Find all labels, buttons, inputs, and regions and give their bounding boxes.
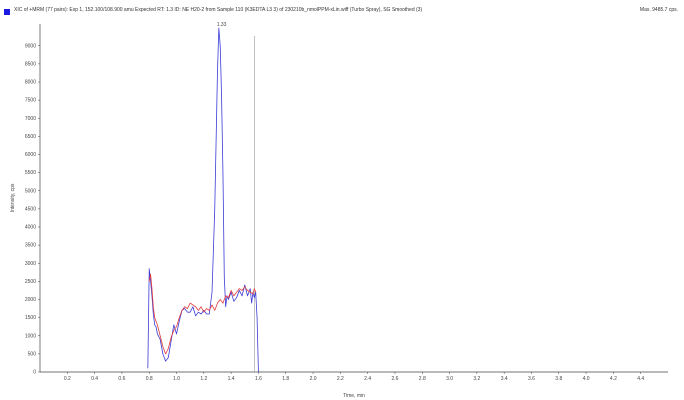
x-tick-label: 3.0 [446,376,453,382]
legend-swatch [4,9,10,15]
y-tick-label: 4500 [25,206,36,212]
series-blue-line [147,27,259,373]
series-red-line [148,273,257,355]
chart-header: XIC of +MRM (77 pairs): Exp 1, 152.100/1… [0,0,684,22]
x-tick-label: 1.4 [228,376,235,382]
y-tick-label: 2000 [25,297,36,303]
x-tick-label: 0.8 [146,376,153,382]
y-tick-label: 6500 [25,134,36,140]
y-tick-label: 7500 [25,98,36,104]
x-tick-label: 1.6 [255,376,262,382]
x-tick-label: 1.8 [282,376,289,382]
x-tick-label: 3.6 [528,376,535,382]
x-tick-label: 3.4 [501,376,508,382]
label-layer: 1.33 [217,22,227,28]
x-tick-label: 0.4 [91,376,98,382]
x-tick-label: 0.6 [118,376,125,382]
x-tick-label: 4.0 [583,376,590,382]
x-tick-label: 2.6 [391,376,398,382]
y-tick-label: 4000 [25,225,36,231]
y-tick-label: 6000 [25,152,36,158]
x-tick-label: 2.4 [364,376,371,382]
series-layer [147,27,259,373]
y-tick-label: 2500 [25,279,36,285]
series-description: XIC of +MRM (77 pairs): Exp 1, 152.100/1… [14,7,423,13]
x-tick-label: 2.8 [419,376,426,382]
y-tick-label: 5000 [25,188,36,194]
y-tick-label: 1000 [25,333,36,339]
x-tick-label: 2.2 [337,376,344,382]
y-tick-label: 9000 [25,43,36,49]
y-tick-label: 7000 [25,116,36,122]
y-tick-label: 8000 [25,80,36,86]
x-tick-label: 1.0 [173,376,180,382]
y-tick-label: 5500 [25,170,36,176]
x-tick-label: 4.4 [637,376,644,382]
x-axis-label: Time, min [343,393,365,399]
axes-layer: 0 500 1000 1500 2000 2500 3000 3500 4000 4500 5000… [10,24,668,399]
x-tick-label: 1.2 [200,376,207,382]
max-intensity-label: Max. 9485.7 cps. [639,7,678,13]
peak-label: 1.33 [217,22,227,28]
y-tick-label: 3000 [25,261,36,267]
x-tick-label: 3.8 [555,376,562,382]
x-tick-label: 4.2 [610,376,617,382]
x-tick-label: 2.0 [310,376,317,382]
y-tick-label: 3500 [25,243,36,249]
y-tick-label: 8500 [25,61,36,67]
x-tick-label: 3.2 [473,376,480,382]
y-tick-label: 1500 [25,315,36,321]
y-tick-label: 500 [28,351,37,357]
x-tick-label: 0.2 [64,376,71,382]
y-tick-label: 0 [33,370,36,376]
y-axis-label: Intensity, cps [10,183,16,212]
